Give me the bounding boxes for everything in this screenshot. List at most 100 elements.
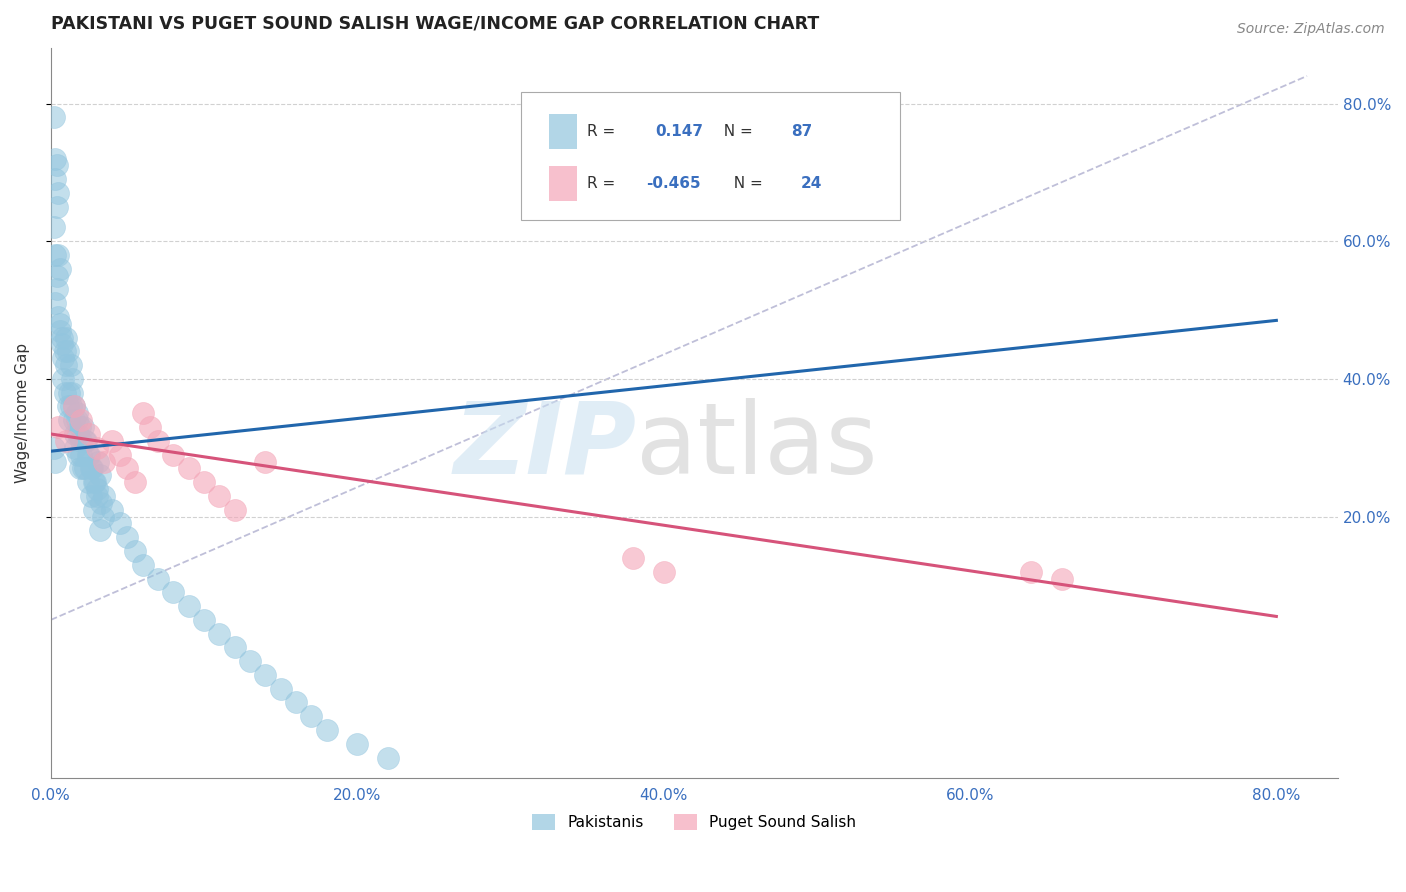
Point <box>48 186 70 200</box>
Point <box>58 385 80 400</box>
Point <box>44 248 66 262</box>
Point <box>49 317 72 331</box>
Point <box>87 454 110 468</box>
Point <box>117 530 139 544</box>
Point <box>46 200 69 214</box>
Text: atlas: atlas <box>637 398 877 495</box>
Point <box>46 282 69 296</box>
Point <box>51 337 73 351</box>
Point <box>49 261 72 276</box>
Point <box>86 489 108 503</box>
Point <box>44 296 66 310</box>
Text: -0.465: -0.465 <box>647 176 702 191</box>
Point <box>254 668 277 682</box>
Point <box>59 400 82 414</box>
Point <box>67 427 90 442</box>
Point <box>193 475 215 490</box>
Point <box>56 344 79 359</box>
Point <box>77 427 100 442</box>
Point <box>70 434 93 448</box>
Point <box>53 385 76 400</box>
Point <box>60 372 83 386</box>
Point <box>69 461 91 475</box>
Point <box>108 448 131 462</box>
Point <box>1019 565 1042 579</box>
Point <box>55 358 77 372</box>
Point <box>86 482 108 496</box>
Point <box>101 434 124 448</box>
Point <box>75 434 97 448</box>
Point <box>299 709 322 723</box>
Point <box>254 454 277 468</box>
Point <box>52 351 75 366</box>
Point <box>42 110 65 124</box>
Point <box>46 159 69 173</box>
Point <box>48 310 70 324</box>
FancyBboxPatch shape <box>520 92 900 220</box>
Point <box>132 558 155 572</box>
Point <box>193 613 215 627</box>
Point <box>44 152 66 166</box>
Point <box>91 509 114 524</box>
Point <box>48 248 70 262</box>
Point <box>93 489 115 503</box>
Point <box>66 413 89 427</box>
Text: 87: 87 <box>790 124 813 138</box>
Point <box>224 640 246 655</box>
Point <box>621 550 644 565</box>
Point <box>89 524 111 538</box>
Bar <box>548 114 576 149</box>
Point <box>62 400 84 414</box>
Point <box>124 475 146 490</box>
Text: 0.147: 0.147 <box>655 124 703 138</box>
Point <box>132 406 155 420</box>
Point <box>69 420 91 434</box>
Point <box>79 489 101 503</box>
Point <box>108 516 131 531</box>
Point <box>239 654 262 668</box>
Point <box>177 599 200 613</box>
Point <box>177 461 200 475</box>
Point <box>89 468 111 483</box>
Point <box>652 565 675 579</box>
Point <box>46 268 69 283</box>
Point <box>48 420 70 434</box>
Y-axis label: Wage/Income Gap: Wage/Income Gap <box>15 343 30 483</box>
Text: ZIP: ZIP <box>453 398 637 495</box>
Point <box>52 372 75 386</box>
Text: N =: N = <box>724 176 768 191</box>
Point <box>224 502 246 516</box>
Point <box>76 448 98 462</box>
Point <box>83 475 105 490</box>
Point <box>162 448 184 462</box>
Point <box>346 737 368 751</box>
Point <box>83 502 105 516</box>
Point <box>42 441 65 455</box>
Point <box>208 489 231 503</box>
Point <box>117 461 139 475</box>
Point <box>208 626 231 640</box>
Point <box>44 454 66 468</box>
Point <box>44 172 66 186</box>
Point <box>1050 572 1073 586</box>
Point <box>73 434 96 448</box>
Bar <box>548 166 576 202</box>
Point <box>73 461 96 475</box>
Point <box>90 496 112 510</box>
Point <box>93 454 115 468</box>
Point <box>146 572 169 586</box>
Point <box>146 434 169 448</box>
Point <box>70 413 93 427</box>
Point <box>79 461 101 475</box>
Point <box>270 681 292 696</box>
Point <box>72 461 94 475</box>
Point <box>124 544 146 558</box>
Point <box>284 696 307 710</box>
Point <box>60 385 83 400</box>
Text: 24: 24 <box>801 176 823 191</box>
Point <box>65 427 87 442</box>
Point <box>315 723 337 737</box>
Point <box>82 461 104 475</box>
Point <box>86 441 108 455</box>
Point <box>56 400 79 414</box>
